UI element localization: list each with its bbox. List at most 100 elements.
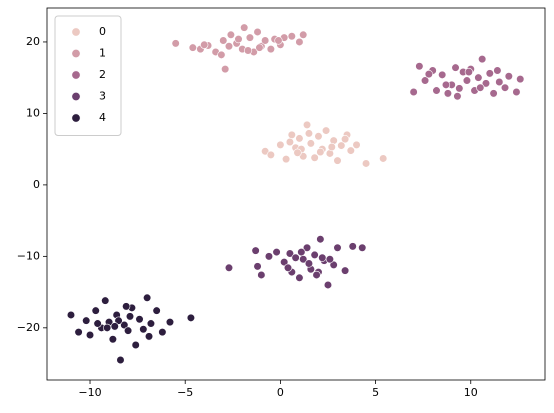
point (240, 23, 249, 32)
point (441, 80, 451, 89)
point (352, 140, 361, 149)
point (287, 130, 296, 139)
point (139, 325, 148, 334)
point (327, 142, 336, 152)
legend-marker (71, 27, 81, 37)
point (504, 72, 513, 81)
point (82, 316, 91, 325)
x-tick-label: 0 (277, 386, 284, 399)
point (295, 37, 304, 47)
point (243, 46, 253, 55)
point (123, 326, 133, 335)
point (409, 87, 418, 97)
y-tick-label: 20 (26, 35, 40, 48)
point (321, 126, 331, 135)
legend: 0 1 2 3 4 (54, 15, 122, 136)
point (348, 242, 357, 251)
point (516, 75, 525, 84)
point (432, 86, 441, 95)
point (274, 36, 283, 45)
point (144, 332, 154, 341)
point (295, 134, 304, 143)
point (224, 42, 234, 51)
point (283, 263, 293, 272)
point (85, 330, 95, 340)
point (272, 247, 281, 257)
point (424, 70, 433, 79)
legend-label: 2 (99, 68, 106, 81)
point (251, 246, 260, 255)
point (200, 40, 209, 49)
y-tick-label: −10 (17, 249, 40, 262)
point (125, 312, 135, 321)
point (293, 148, 302, 157)
x-tick-label: 10 (464, 386, 478, 399)
point (500, 83, 510, 92)
point (476, 83, 485, 92)
point (110, 322, 119, 331)
point (266, 44, 275, 54)
point (266, 150, 275, 159)
y-tick-label: 0 (33, 178, 40, 191)
point (341, 266, 350, 275)
point (333, 156, 342, 165)
point (186, 313, 196, 322)
point (291, 253, 300, 262)
point (297, 247, 306, 257)
point (264, 252, 274, 261)
point (299, 30, 308, 39)
point (316, 235, 325, 244)
point (226, 30, 235, 39)
legend-marker (71, 113, 81, 123)
point (302, 120, 312, 129)
point (481, 79, 491, 88)
point (234, 34, 243, 44)
point (337, 141, 346, 150)
point (165, 318, 175, 327)
point (285, 249, 295, 258)
point (188, 43, 197, 52)
legend-marker (71, 70, 81, 80)
point (512, 87, 521, 97)
point (361, 159, 371, 168)
x-tick-label: −10 (78, 386, 101, 399)
point (287, 32, 296, 41)
point (333, 243, 342, 252)
point (325, 255, 334, 264)
point (306, 139, 315, 148)
legend-label: 3 (99, 90, 106, 103)
point (91, 306, 100, 315)
point (108, 335, 117, 344)
y-tick-label: −20 (17, 321, 40, 334)
point (346, 146, 355, 155)
point (493, 66, 502, 75)
point (312, 270, 321, 280)
point (66, 310, 76, 320)
point (329, 260, 338, 270)
point (261, 36, 270, 45)
legend-marker (71, 92, 81, 102)
point (323, 280, 333, 290)
point (152, 306, 161, 315)
point (485, 69, 494, 78)
point (462, 76, 472, 85)
point (295, 273, 304, 282)
x-tick-label: 5 (372, 386, 379, 399)
point (120, 320, 129, 330)
legend-label: 4 (99, 111, 106, 124)
point (101, 296, 110, 305)
point (280, 257, 289, 267)
point (489, 89, 498, 98)
point (221, 65, 230, 74)
point (143, 293, 152, 302)
point (122, 302, 131, 311)
point (253, 27, 262, 37)
legend-marker (71, 48, 81, 58)
point (224, 263, 234, 272)
point (314, 132, 323, 141)
point (103, 323, 112, 332)
point (302, 243, 312, 252)
point (285, 137, 295, 147)
point (453, 92, 462, 101)
